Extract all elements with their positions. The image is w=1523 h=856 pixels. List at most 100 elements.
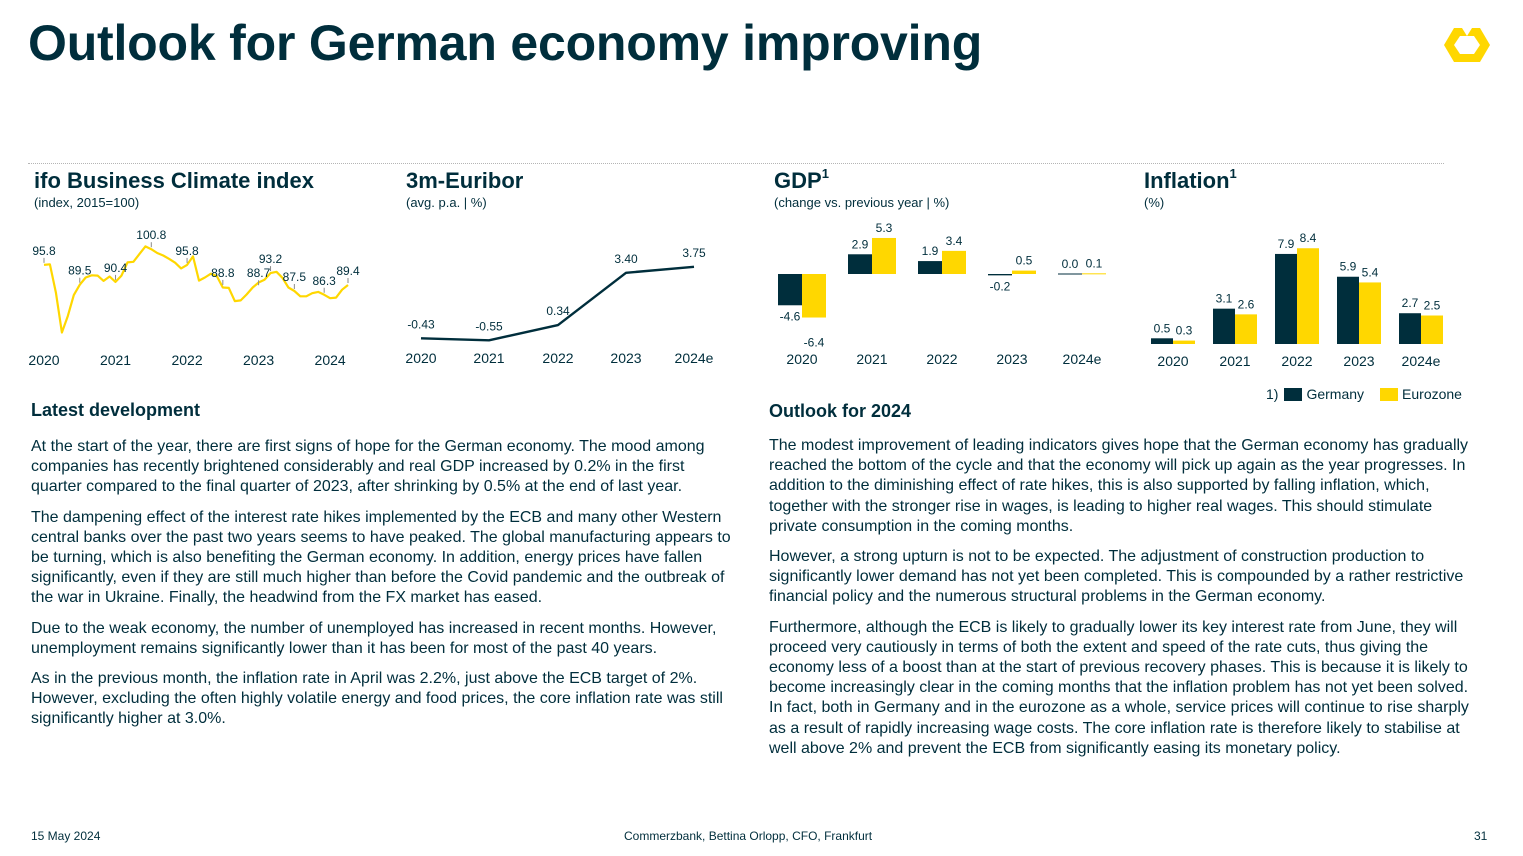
gdp-bar-eurozone [942,250,966,274]
gdp-x-tick-label: 2020 [786,351,817,367]
outlook-paragraph: The modest improvement of leading indica… [769,437,1469,535]
ifo-data-label: 95.8 [32,244,56,258]
outlook-paragraph: Furthermore, although the ECB is likely … [769,618,1469,757]
latest-paragraph: At the start of the year, there are firs… [31,438,705,496]
outlook-paragraph: However, a strong upturn is not to be ex… [769,548,1464,606]
ifo-data-label: 89.5 [68,264,92,278]
ifo-data-label: 90.4 [104,261,128,275]
euribor-series-line [420,265,695,342]
gdp-bar-germany [778,274,802,306]
euribor-x-tick-label: 2023 [610,350,641,366]
gdp-bar-germany [848,254,872,274]
gdp-x-tick-label: 2024e [1063,351,1102,367]
page-number: 31 [1474,829,1488,843]
inflation-x-tick-label: 2021 [1219,353,1250,369]
inflation-bar-germany [1399,313,1421,344]
gdp-data-label: -4.6 [780,309,801,323]
euribor-data-label: 3.40 [614,252,638,266]
gdp-data-label: 5.3 [876,221,893,235]
gdp-x-tick-label: 2023 [996,351,1027,367]
ifo-data-label: 88.7 [247,266,271,280]
gdp-data-label: -0.2 [990,279,1011,293]
latest-development-text: At the start of the year, there are firs… [31,437,731,740]
gdp-x-tick-label: 2022 [926,351,957,367]
inflation-chart-subtitle: (%) [1144,195,1165,210]
legend-swatch-eurozone [1380,387,1399,401]
ifo-chart-title: ifo Business Climate index [34,168,314,193]
gdp-chart: GDP1 (change vs. previous year | %) -4.6… [774,166,1114,378]
chart-legend: 1) Germany Eurozone [1266,386,1462,402]
gdp-bar-germany [1058,273,1082,275]
inflation-bar-germany [1337,276,1359,344]
ifo-data-label: 93.2 [259,252,283,266]
ifo-x-tick-label: 2022 [171,352,202,368]
gdp-data-label: 1.9 [922,244,939,258]
euribor-data-label: 3.75 [682,246,706,260]
ifo-x-tick-label: 2020 [28,352,59,368]
gdp-data-label: -6.4 [804,336,825,350]
legend-footnote: 1) [1266,386,1279,402]
inflation-bar-eurozone [1297,248,1319,344]
legend-label-eurozone: Eurozone [1402,386,1462,402]
ifo-data-label: 86.3 [313,274,337,288]
euribor-x-tick-label: 2021 [473,350,504,366]
inflation-bar-eurozone [1359,282,1381,344]
inflation-x-tick-label: 2024e [1402,353,1441,369]
inflation-data-label: 0.5 [1154,321,1171,335]
gdp-bar-eurozone [1012,270,1036,274]
inflation-bar-germany [1275,253,1297,344]
euribor-chart-title: 3m-Euribor [406,168,524,193]
inflation-bar-eurozone [1421,315,1443,344]
gdp-data-label: 3.4 [946,234,963,248]
inflation-data-label: 2.5 [1424,299,1441,313]
gdp-bar-germany [918,261,942,274]
section-divider [28,163,1444,164]
inflation-x-tick-label: 2020 [1157,353,1188,369]
inflation-bar-chart: 0.5 0.3 2020 3.1 2.6 2021 7.9 8.4 2022 5.9 5.4 2023… [1151,231,1443,369]
page-title: Outlook for German economy improving [28,15,983,71]
latest-paragraph: Due to the weak economy, the number of u… [31,619,717,657]
inflation-x-tick-label: 2022 [1281,353,1312,369]
gdp-bar-germany [988,274,1012,276]
inflation-bar-germany [1213,308,1235,344]
euribor-data-label: -0.43 [407,317,435,331]
ifo-data-label: 89.4 [336,264,360,278]
euribor-chart-subtitle: (avg. p.a. | %) [406,195,487,210]
ifo-x-tick-label: 2021 [100,352,131,368]
gdp-chart-title: GDP1 [774,166,829,193]
legend-swatch-germany [1284,387,1303,401]
ifo-data-label: 100.8 [136,228,166,242]
gdp-data-label: 0.0 [1062,257,1079,271]
ifo-data-label: 95.8 [175,244,199,258]
inflation-data-label: 5.4 [1362,265,1379,279]
inflation-data-label: 2.7 [1402,296,1419,310]
inflation-data-label: 8.4 [1300,231,1317,245]
gdp-data-label: 0.5 [1016,254,1033,268]
ifo-x-tick-label: 2024 [315,352,346,368]
inflation-data-label: 5.9 [1340,260,1357,274]
euribor-chart: 3m-Euribor (avg. p.a. | %) -0.43 -0.55 0.3… [405,168,726,378]
ifo-x-tick-label: 2023 [243,352,274,368]
inflation-bar-eurozone [1235,314,1257,344]
latest-development-heading: Latest development [31,400,201,420]
latest-paragraph: As in the previous month, the inflation … [31,670,723,728]
footer-center: Commerzbank, Bettina Orlopp, CFO, Frankf… [624,829,873,843]
euribor-line-chart: -0.43 -0.55 0.34 3.40 3.75 2020 2021 2022 2023 20… [405,246,714,366]
ifo-chart: ifo Business Climate index (index, 2015=… [28,168,364,378]
ifo-series-line [43,245,349,334]
inflation-data-label: 7.9 [1278,237,1295,251]
gdp-bar-eurozone [872,237,896,274]
ifo-data-label: 87.5 [283,270,307,284]
outlook-text: The modest improvement of leading indica… [769,436,1469,769]
euribor-x-tick-label: 2024e [675,350,714,366]
gdp-chart-subtitle: (change vs. previous year | %) [774,195,950,210]
euribor-x-tick-label: 2020 [405,350,436,366]
gdp-data-label: 2.9 [852,237,869,251]
inflation-bar-eurozone [1173,340,1195,344]
gdp-data-label: 0.1 [1086,256,1103,270]
gdp-bar-eurozone [1082,273,1106,275]
legend-label-germany: Germany [1306,386,1365,402]
ifo-data-label: 88.8 [211,266,235,280]
ifo-line-chart: 95.8 89.5 90.4 100.8 95.8 88.8 88.793.287.5 86.… [28,228,360,368]
inflation-chart-title: Inflation1 [1144,166,1237,193]
